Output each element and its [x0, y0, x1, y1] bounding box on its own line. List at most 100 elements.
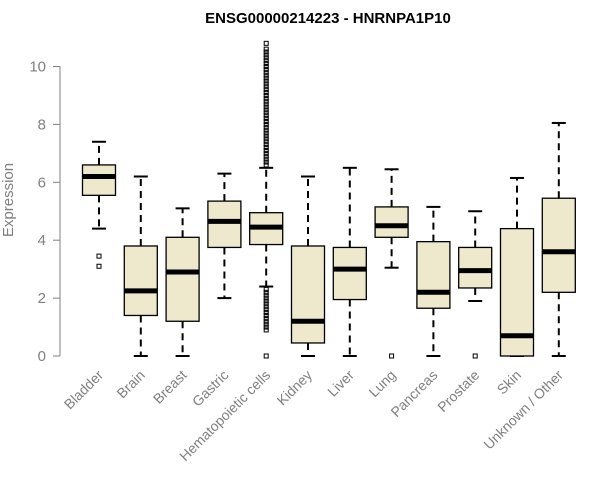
outlier-point: [263, 61, 269, 67]
outlier-point: [263, 75, 269, 81]
box-prostate: [458, 210, 493, 359]
x-tick-label: Liver: [324, 367, 357, 400]
iqr-box: [81, 164, 117, 196]
y-tick-label: 8: [38, 116, 46, 133]
outlier-point: [263, 113, 269, 119]
outlier-point: [263, 139, 269, 145]
outlier-point: [263, 310, 269, 316]
outlier-point: [263, 81, 269, 87]
x-tick-label: Skin: [494, 367, 525, 398]
x-tick-label: Prostate: [434, 367, 482, 415]
outlier-point: [263, 95, 269, 101]
outlier-point: [263, 133, 269, 139]
outlier-point: [263, 301, 269, 307]
y-tick-label: 0: [38, 348, 46, 365]
iqr-box: [458, 246, 493, 289]
outlier-point: [263, 142, 269, 148]
outlier-point: [263, 153, 269, 159]
x-tick-label: Brain: [113, 367, 147, 401]
iqr-box: [332, 246, 367, 301]
outlier-point: [263, 130, 269, 136]
outlier-point: [389, 353, 395, 359]
box-bladder: [81, 140, 117, 269]
box-unknown-other: [541, 121, 576, 357]
outlier-point: [263, 292, 269, 298]
iqr-box: [374, 206, 409, 238]
y-tick-label: 2: [38, 290, 46, 307]
outlier-point: [263, 116, 269, 122]
outlier-point: [263, 40, 269, 46]
box-breast: [165, 207, 200, 357]
box-hematopoietic-cells: [249, 40, 284, 359]
outlier-point: [263, 55, 269, 61]
outlier-point: [263, 150, 269, 156]
y-axis-label: Expression: [0, 163, 17, 237]
x-tick-label: Lung: [365, 367, 398, 400]
outlier-point: [263, 72, 269, 78]
outlier-point: [263, 104, 269, 110]
box-liver: [332, 166, 367, 357]
outlier-point: [263, 66, 269, 72]
outlier-point: [263, 90, 269, 96]
outlier-point: [263, 312, 269, 318]
y-tick-label: 10: [29, 59, 46, 76]
outlier-point: [263, 353, 269, 359]
outlier-point: [263, 318, 269, 324]
outlier-point: [263, 145, 269, 151]
outlier-point: [263, 64, 269, 69]
y-tick-label: 6: [38, 174, 46, 191]
outlier-point: [263, 46, 269, 52]
chart-title: ENSG00000214223 - HNRNPA1P10: [205, 10, 451, 27]
iqr-box: [207, 200, 242, 249]
outlier-point: [263, 101, 269, 107]
outlier-point: [96, 253, 102, 259]
outlier-point: [263, 147, 269, 153]
outlier-point: [263, 324, 269, 330]
outlier-point: [263, 124, 269, 130]
iqr-box: [416, 240, 451, 309]
outlier-point: [263, 315, 269, 321]
box-skin: [499, 176, 535, 357]
box-lung: [374, 168, 409, 359]
outlier-point: [263, 107, 269, 113]
outlier-point: [263, 295, 269, 301]
box-brain: [123, 175, 158, 357]
outlier-point: [263, 289, 269, 295]
outlier-point: [263, 92, 269, 98]
outlier-point: [263, 121, 269, 127]
boxes-group: [81, 40, 576, 359]
outlier-point: [263, 58, 269, 64]
x-tick-label: Bladder: [61, 367, 107, 413]
outlier-point: [263, 52, 269, 58]
box-kidney: [290, 175, 326, 357]
x-tick-label: Breast: [150, 367, 190, 407]
outlier-point: [263, 119, 269, 125]
outlier-point: [263, 87, 269, 93]
outlier-point: [263, 127, 269, 133]
outlier-point: [263, 327, 269, 333]
outlier-point: [472, 353, 478, 359]
outlier-point: [263, 110, 269, 116]
y-axis: 0 2 4 6 8 10: [29, 59, 61, 365]
outlier-point: [263, 136, 269, 142]
iqr-box: [290, 245, 326, 344]
outlier-point: [263, 98, 269, 104]
outlier-point: [263, 49, 269, 55]
outlier-point: [263, 69, 269, 75]
outlier-point: [263, 304, 269, 310]
x-tick-label: Kidney: [274, 367, 316, 409]
outlier-point: [263, 78, 269, 84]
box-gastric: [207, 172, 242, 300]
outlier-point: [263, 298, 269, 304]
iqr-box: [541, 197, 576, 293]
box-pancreas: [416, 205, 451, 357]
outlier-point: [263, 321, 269, 327]
y-tick-label: 4: [38, 232, 46, 249]
outlier-point: [263, 307, 269, 313]
outlier-point: [263, 286, 269, 292]
x-tick-label: Unknown / Other: [480, 367, 566, 453]
iqr-box: [123, 245, 158, 317]
outlier-point: [96, 263, 102, 269]
